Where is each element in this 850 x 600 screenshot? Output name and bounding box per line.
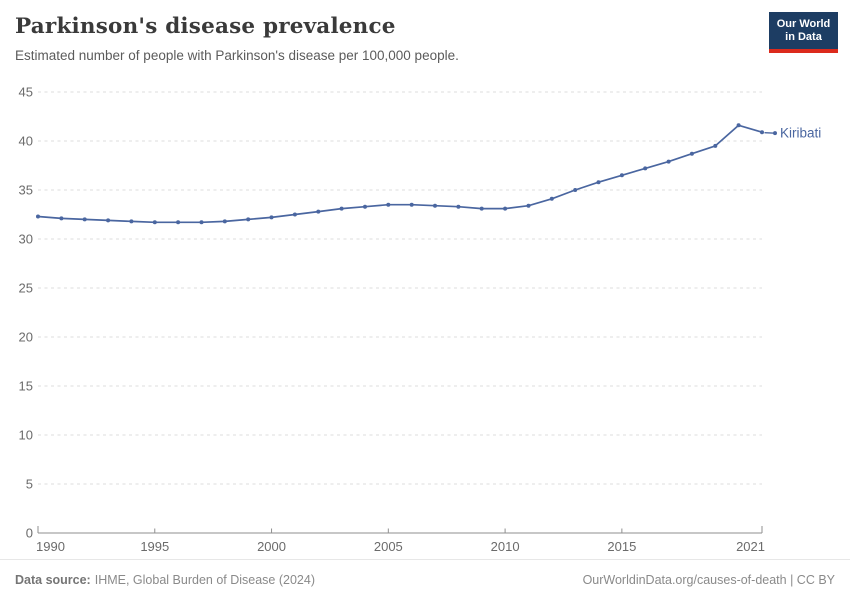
- data-source: Data source: IHME, Global Burden of Disea…: [15, 573, 315, 587]
- data-source-label: Data source:: [15, 573, 91, 587]
- y-tick-label: 40: [19, 134, 33, 149]
- x-tick-label: 1995: [140, 539, 169, 554]
- owid-logo[interactable]: Our World in Data: [769, 12, 838, 53]
- data-point: [59, 216, 64, 221]
- x-tick-label: 2015: [607, 539, 636, 554]
- data-point: [573, 188, 578, 192]
- data-point: [129, 219, 134, 224]
- owid-credit-link[interactable]: OurWorldinData.org/causes-of-death | CC …: [582, 573, 835, 587]
- y-tick-label: 10: [19, 428, 33, 443]
- label-connector-dot: [773, 131, 777, 136]
- x-tick-label: 2010: [491, 539, 520, 554]
- data-point: [292, 212, 297, 217]
- y-tick-label: 45: [19, 85, 33, 100]
- y-tick-label: 35: [19, 183, 33, 198]
- data-point: [760, 130, 764, 135]
- y-tick-label: 5: [26, 477, 33, 492]
- data-point: [386, 202, 391, 207]
- y-tick-label: 0: [26, 526, 33, 541]
- owid-logo-line1: Our World: [776, 17, 831, 30]
- data-point: [666, 159, 671, 164]
- data-point: [269, 215, 274, 220]
- data-point: [409, 202, 414, 207]
- data-point: [222, 219, 227, 224]
- data-point: [643, 166, 648, 171]
- y-tick-label: 30: [19, 232, 33, 247]
- chart-header: Parkinson's disease prevalence Estimated…: [15, 14, 755, 64]
- data-point: [36, 214, 40, 219]
- y-tick-label: 15: [19, 379, 33, 394]
- x-tick-label: 1990: [36, 539, 65, 554]
- data-point: [526, 203, 531, 208]
- chart-subtitle: Estimated number of people with Parkinso…: [15, 47, 459, 63]
- data-point: [619, 173, 624, 178]
- y-tick-label: 20: [19, 330, 33, 345]
- data-point: [549, 196, 554, 201]
- series-line: [37, 124, 763, 224]
- data-point: [339, 206, 344, 211]
- data-point: [316, 209, 321, 214]
- data-point: [199, 220, 204, 225]
- data-point: [363, 204, 367, 209]
- data-point: [736, 123, 741, 128]
- data-point: [176, 220, 181, 225]
- data-point: [106, 218, 111, 223]
- entity-label: Kiribati: [780, 126, 821, 141]
- data-point: [82, 217, 87, 222]
- data-point: [246, 217, 251, 222]
- data-source-text: IHME, Global Burden of Disease (2024): [94, 573, 315, 587]
- data-point: [479, 206, 484, 211]
- data-point: [689, 151, 694, 156]
- data-point: [152, 220, 157, 225]
- data-point: [456, 204, 461, 209]
- y-tick-label: 25: [19, 281, 33, 296]
- x-tick-label: 2005: [374, 539, 403, 554]
- chart-footer: Data source: IHME, Global Burden of Disea…: [0, 559, 850, 600]
- data-point: [713, 143, 718, 148]
- owid-logo-line2: in Data: [785, 30, 822, 43]
- data-point: [596, 180, 601, 185]
- chart-title: Parkinson's disease prevalence: [15, 14, 396, 39]
- x-tick-label: 2021: [736, 539, 765, 554]
- x-tick-label: 2000: [257, 539, 286, 554]
- data-point: [503, 206, 508, 211]
- data-point: [433, 203, 437, 208]
